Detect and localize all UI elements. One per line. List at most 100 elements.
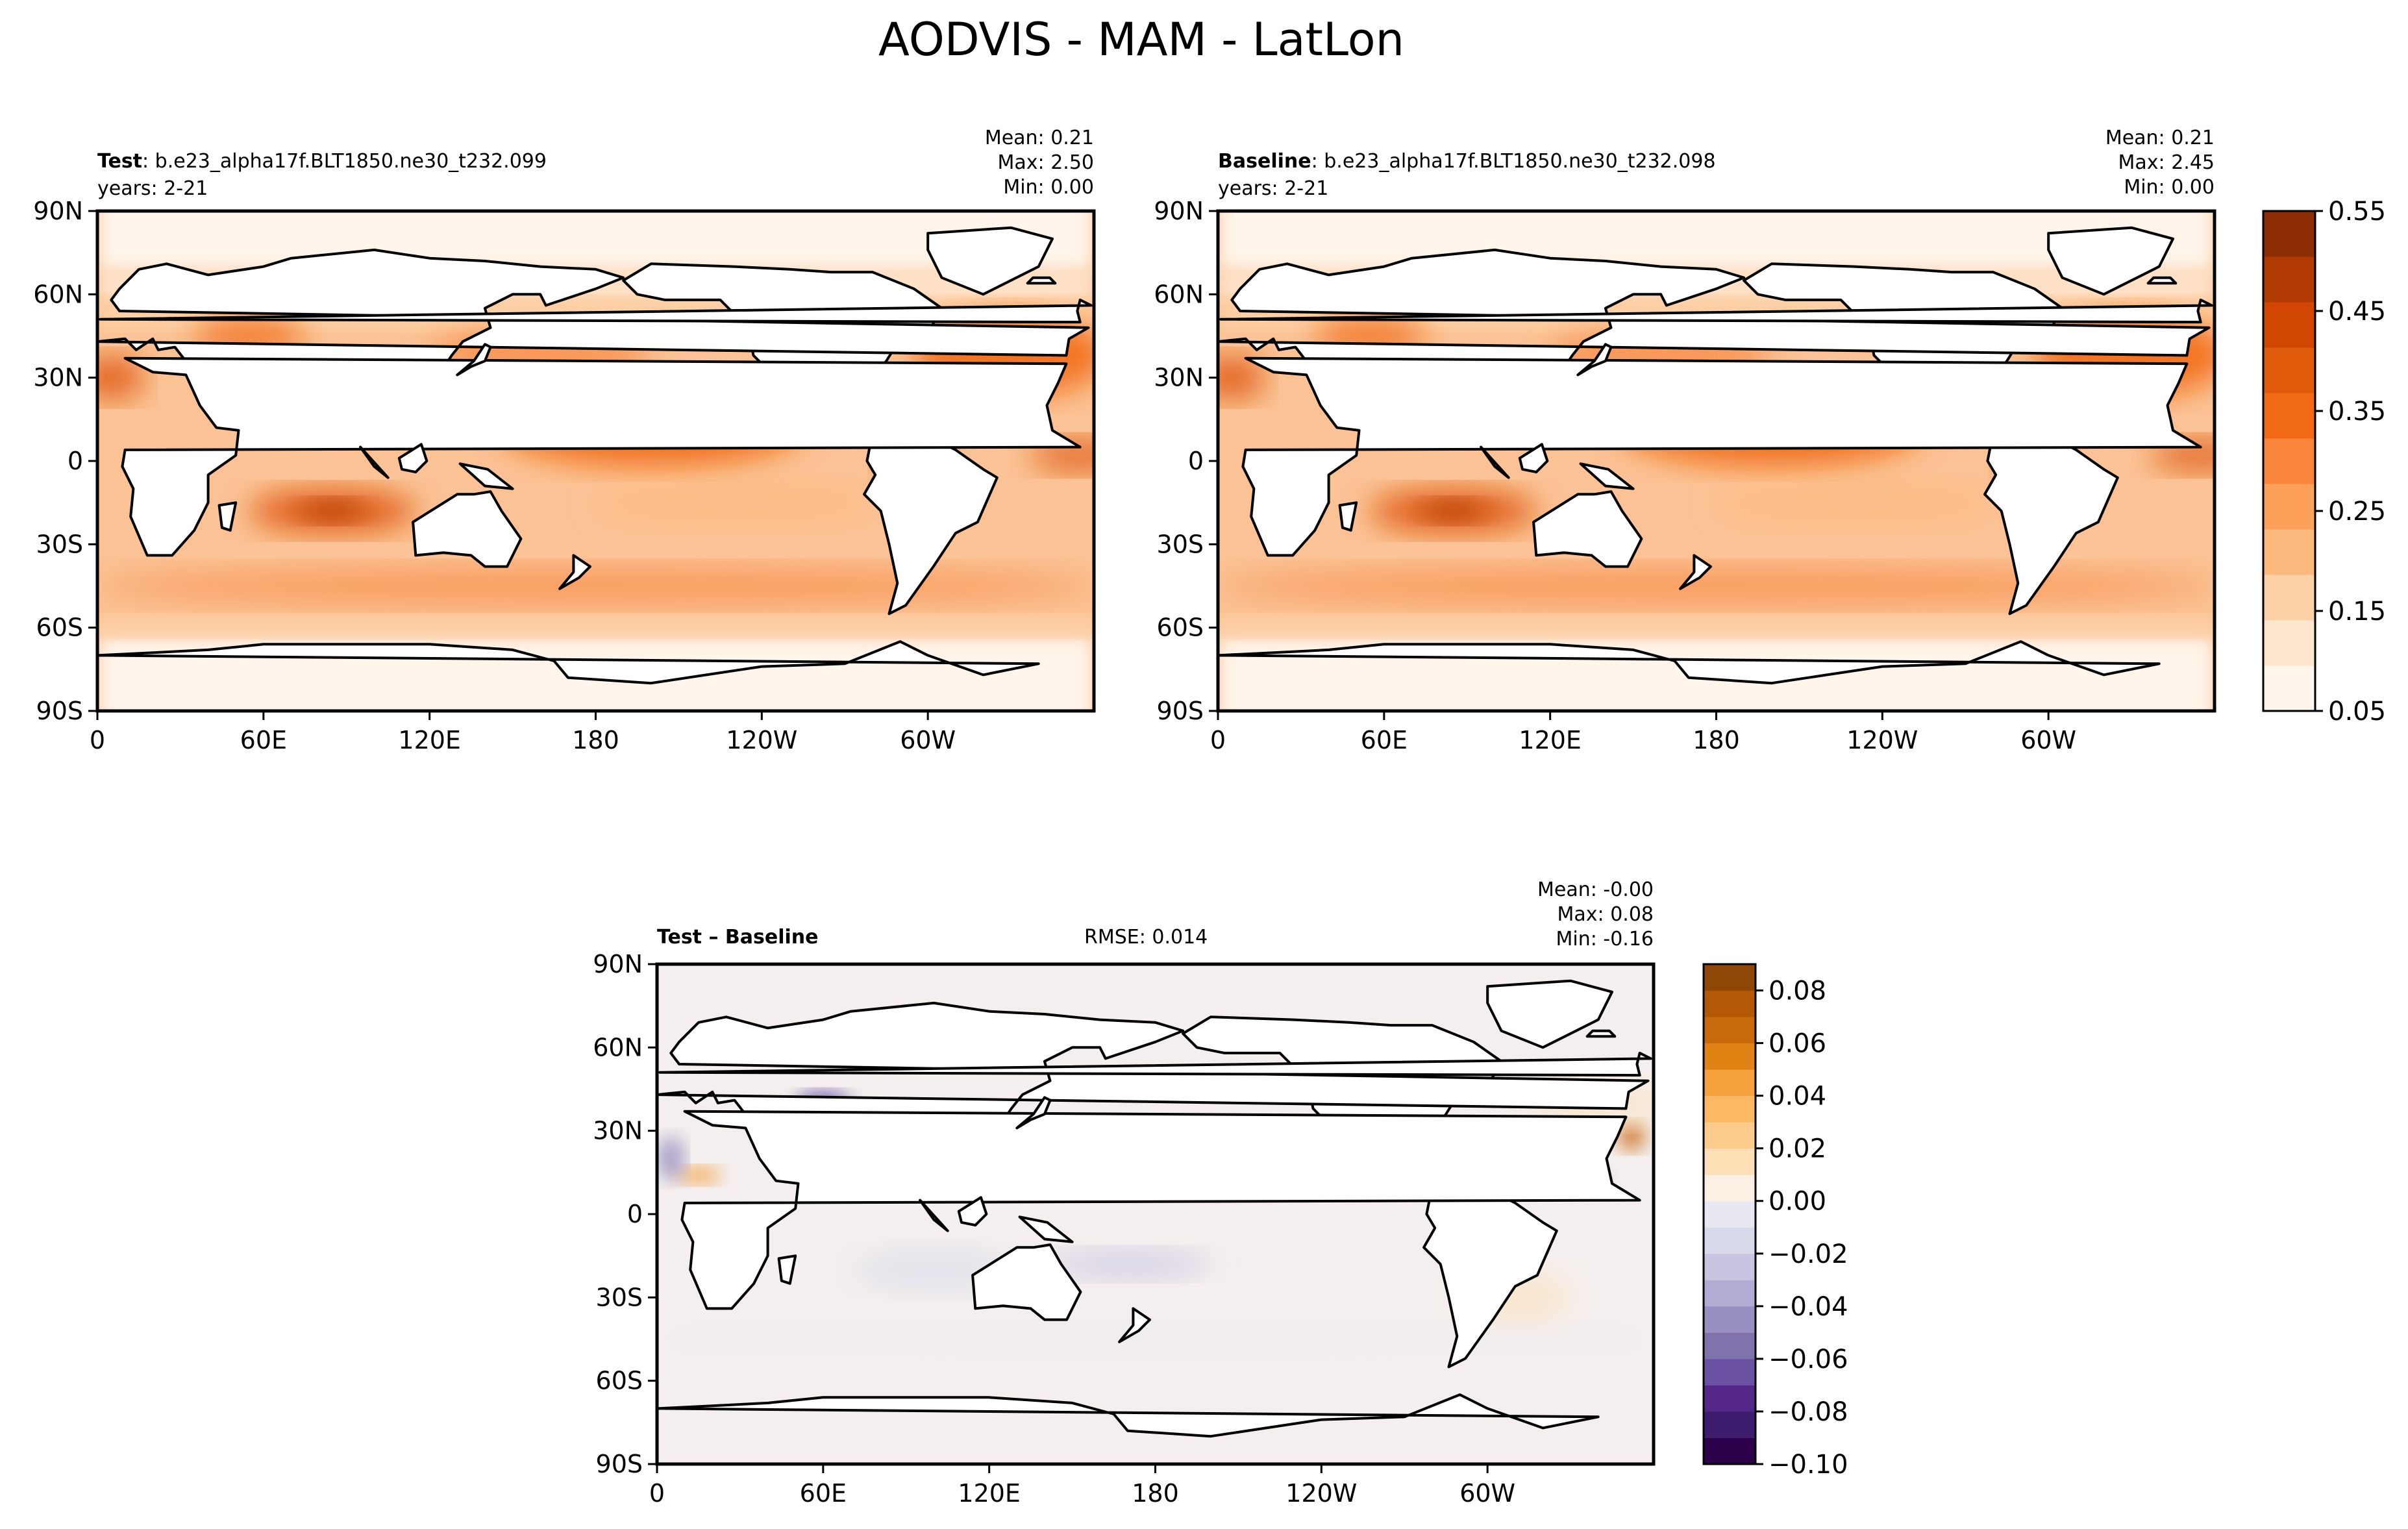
x-tick-label: 0 bbox=[1210, 726, 1226, 754]
colorbar-bottom-cell bbox=[1704, 1385, 1756, 1412]
y-tick-label: 90N bbox=[33, 197, 83, 225]
colorbar-bottom-label: 0.02 bbox=[1769, 1134, 1826, 1164]
colorbar-bottom-cell bbox=[1704, 1437, 1756, 1465]
panel-test: Test: b.e23_alpha17f.BLT1850.ne30_t232.0… bbox=[33, 127, 1096, 754]
y-tick-label: 30S bbox=[36, 530, 83, 558]
y-tick-label: 60N bbox=[33, 280, 83, 308]
sahara-negative bbox=[657, 1136, 685, 1181]
x-tick-label: 180 bbox=[1132, 1479, 1179, 1508]
colorbar-bottom-cell bbox=[1704, 1253, 1756, 1280]
colorbar-bottom-label: 0.00 bbox=[1769, 1187, 1826, 1217]
colorbar-bottom-label: −0.10 bbox=[1769, 1450, 1848, 1480]
test-aod-field bbox=[97, 211, 1094, 711]
x-tick-label: 180 bbox=[572, 726, 619, 754]
x-tick-label: 60W bbox=[2020, 726, 2076, 754]
diff-rmse: RMSE: 0.014 bbox=[1084, 926, 1208, 949]
colorbar-bottom-cell bbox=[1704, 1358, 1756, 1386]
colorbar-bottom-cell bbox=[1704, 1095, 1756, 1123]
colorbar-top-label: 0.45 bbox=[2328, 297, 2386, 327]
test-label-rest: : b.e23_alpha17f.BLT1850.ne30_t232.099 bbox=[142, 150, 547, 173]
colorbar-bottom-cell bbox=[1704, 1306, 1756, 1333]
colorbar-bottom-cell bbox=[1704, 1148, 1756, 1175]
land-australia bbox=[971, 1243, 1082, 1321]
colorbar-bottom-frame bbox=[1702, 963, 1757, 1465]
land-new-zealand bbox=[558, 554, 591, 590]
land-new-guinea bbox=[458, 462, 514, 490]
land-new-zealand bbox=[1118, 1307, 1151, 1343]
colorbar-top-cell bbox=[2263, 484, 2315, 530]
colorbar-bottom-label: −0.04 bbox=[1769, 1292, 1848, 1322]
y-tick-label: 90N bbox=[593, 950, 643, 978]
land-antarctica bbox=[1218, 640, 2161, 711]
land-iceland bbox=[1585, 1029, 1617, 1038]
figure-title: AODVIS - MAM - LatLon bbox=[878, 13, 1404, 66]
colorbar-top-cell bbox=[2263, 575, 2315, 621]
colorbar-bottom-cell bbox=[1704, 1017, 1756, 1044]
colorbar-top-label: 0.05 bbox=[2328, 697, 2386, 727]
land-borneo bbox=[957, 1196, 988, 1227]
y-tick-label: 90S bbox=[36, 697, 83, 725]
y-tick-label: 0 bbox=[1188, 447, 1204, 475]
y-tick-label: 90S bbox=[596, 1450, 643, 1478]
colorbar-top-cell bbox=[2263, 302, 2315, 348]
test-min: Min: 0.00 bbox=[1003, 176, 1094, 199]
land-greenland bbox=[2047, 226, 2174, 296]
test-y-axis: 90N 60N 30N 0 30S 60S 90S bbox=[33, 197, 97, 725]
baseline-max: Max: 2.45 bbox=[2118, 151, 2215, 174]
y-tick-label: 60S bbox=[1157, 614, 1204, 642]
baseline-label: Baseline: b.e23_alpha17f.BLT1850.ne30_t2… bbox=[1218, 150, 1716, 173]
y-tick-label: 0 bbox=[68, 447, 83, 475]
colorbar-top-label: 0.55 bbox=[2328, 197, 2386, 227]
baseline-mean: Mean: 0.21 bbox=[2105, 127, 2215, 149]
panel-difference: Test – Baseline RMSE: 0.014 Mean: -0.00 … bbox=[593, 878, 1656, 1508]
diff-y-axis: 90N 60N 30N 0 30S 60S 90S bbox=[593, 950, 657, 1478]
land-indonesia bbox=[359, 445, 390, 479]
x-tick-label: 180 bbox=[1693, 726, 1740, 754]
colorbar-bottom-cell bbox=[1704, 1175, 1756, 1202]
colorbar-bottom-cell bbox=[1704, 1332, 1756, 1360]
land-indonesia bbox=[1480, 445, 1510, 479]
diff-label: Test – Baseline bbox=[657, 926, 819, 949]
baseline-label-bold: Baseline bbox=[1218, 150, 1311, 173]
land-borneo bbox=[1518, 443, 1549, 474]
land-madagascar bbox=[777, 1254, 797, 1285]
diff-aod-field bbox=[657, 964, 1654, 1464]
x-tick-label: 120E bbox=[1519, 726, 1582, 754]
colorbar-bottom-cell bbox=[1704, 964, 1756, 991]
colorbar-bottom-label: 0.08 bbox=[1769, 976, 1826, 1006]
colorbar-bottom-cell bbox=[1704, 990, 1756, 1017]
test-x-axis: 0 60E 120E 180 120W 60W bbox=[90, 711, 956, 754]
land-new-guinea bbox=[1579, 462, 1635, 490]
colorbar-top-cell bbox=[2263, 393, 2315, 439]
y-tick-label: 60S bbox=[596, 1367, 643, 1395]
colorbar-top-cell bbox=[2263, 665, 2315, 712]
colorbar-top-cell bbox=[2263, 620, 2315, 666]
southern-ocean-edge-band bbox=[1218, 616, 2215, 636]
colorbar-top-cell bbox=[2263, 256, 2315, 303]
test-mean: Mean: 0.21 bbox=[985, 127, 1094, 149]
south-pacific-belt bbox=[595, 480, 873, 525]
x-tick-label: 120E bbox=[398, 726, 461, 754]
colorbar-bottom-cell bbox=[1704, 1280, 1756, 1307]
southern-ocean-edge-band bbox=[97, 616, 1094, 636]
land-iceland bbox=[1026, 276, 1057, 285]
y-tick-label: 90S bbox=[1157, 697, 1204, 725]
southern-ocean-slight-negative bbox=[657, 1325, 1654, 1353]
colorbar-bottom-label: 0.04 bbox=[1769, 1082, 1826, 1112]
land-iceland bbox=[2146, 276, 2178, 285]
land-australia bbox=[412, 490, 523, 568]
land-madagascar bbox=[217, 501, 238, 532]
test-max: Max: 2.50 bbox=[998, 151, 1094, 174]
diff-x-axis: 0 60E 120E 180 120W 60W bbox=[649, 1464, 1515, 1508]
land-australia bbox=[1532, 490, 1643, 568]
land-africa bbox=[680, 1110, 1641, 1310]
y-tick-label: 60N bbox=[1154, 280, 1204, 308]
land-japan bbox=[1576, 343, 1613, 377]
land-new-zealand bbox=[1679, 554, 1712, 590]
land-greenland bbox=[1486, 979, 1613, 1049]
west-africa-positive bbox=[676, 1167, 721, 1184]
y-tick-label: 30N bbox=[593, 1117, 643, 1145]
x-tick-label: 60E bbox=[240, 726, 287, 754]
colorbar-bottom-label: −0.08 bbox=[1769, 1397, 1848, 1427]
